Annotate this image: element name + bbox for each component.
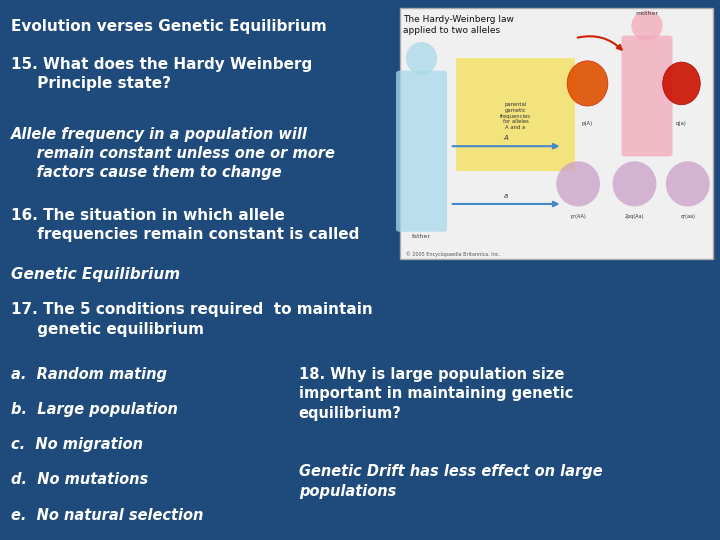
Text: q²(aa): q²(aa) <box>680 214 696 219</box>
Text: Genetic Drift has less effect on large
populations: Genetic Drift has less effect on large p… <box>299 464 603 498</box>
Ellipse shape <box>631 11 662 40</box>
Bar <box>400 8 713 259</box>
Text: a.  Random mating: a. Random mating <box>11 367 167 382</box>
Text: A: A <box>504 135 508 141</box>
Text: d.  No mutations: d. No mutations <box>11 472 148 488</box>
Text: 2pq(Aa): 2pq(Aa) <box>625 214 644 219</box>
Text: Genetic Equilibrium: Genetic Equilibrium <box>11 267 180 282</box>
FancyBboxPatch shape <box>396 71 447 232</box>
Text: father: father <box>412 234 431 239</box>
Text: parental
gametic
frequencies
for alleles
A and a: parental gametic frequencies for alleles… <box>500 102 531 130</box>
Text: p(A): p(A) <box>582 121 593 126</box>
Text: q(a): q(a) <box>676 121 687 126</box>
Text: Allele frequency in a population will
     remain constant unless one or more
  : Allele frequency in a population will re… <box>11 127 335 180</box>
Text: a: a <box>504 193 508 199</box>
Text: p²(AA): p²(AA) <box>570 214 586 219</box>
Text: 17. The 5 conditions required  to maintain
     genetic equilibrium: 17. The 5 conditions required to maintai… <box>11 302 372 336</box>
Ellipse shape <box>662 62 701 105</box>
Text: 16. The situation in which allele
     frequencies remain constant is called: 16. The situation in which allele freque… <box>11 208 359 242</box>
Text: mother: mother <box>636 11 659 16</box>
Text: 18. Why is large population size
important in maintaining genetic
equilibrium?: 18. Why is large population size importa… <box>299 367 573 421</box>
Text: b.  Large population: b. Large population <box>11 402 178 417</box>
Ellipse shape <box>613 161 657 206</box>
Ellipse shape <box>406 42 437 75</box>
Text: Evolution verses Genetic Equilibrium: Evolution verses Genetic Equilibrium <box>11 19 327 34</box>
Text: © 2005 Encyclopaedia Britannica, Inc.: © 2005 Encyclopaedia Britannica, Inc. <box>406 251 500 256</box>
Text: c.  No migration: c. No migration <box>11 437 143 453</box>
FancyBboxPatch shape <box>621 36 672 157</box>
Ellipse shape <box>567 61 608 106</box>
Ellipse shape <box>557 161 600 206</box>
Ellipse shape <box>666 161 710 206</box>
Text: e.  No natural selection: e. No natural selection <box>11 508 203 523</box>
Bar <box>456 58 575 171</box>
Text: The Hardy-Weinberg law
applied to two alleles: The Hardy-Weinberg law applied to two al… <box>403 15 514 35</box>
Text: 15. What does the Hardy Weinberg
     Principle state?: 15. What does the Hardy Weinberg Princip… <box>11 57 312 91</box>
